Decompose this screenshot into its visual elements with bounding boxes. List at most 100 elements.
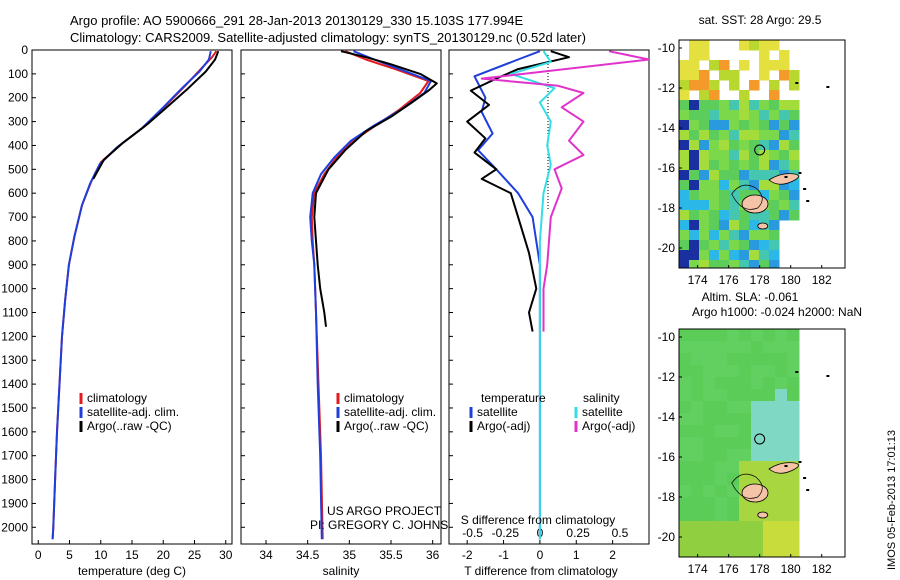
heatmap-cell xyxy=(763,389,776,402)
heatmap-cell xyxy=(679,60,690,71)
temperature-xlabel: temperature (deg C) xyxy=(78,564,186,578)
island-vanua-levu xyxy=(768,173,799,185)
heatmap-cell xyxy=(727,329,740,342)
heatmap-cell xyxy=(769,140,780,151)
heatmap-cell xyxy=(709,210,720,221)
heatmap-cell xyxy=(719,190,730,201)
heatmap-cell xyxy=(699,180,710,191)
small-island xyxy=(795,371,799,373)
sla-heatmap-cells xyxy=(679,329,800,557)
heatmap-cell xyxy=(703,461,716,474)
heatmap-cell xyxy=(749,210,760,221)
heatmap-cell xyxy=(689,80,700,91)
heatmap-cell xyxy=(759,160,770,171)
heatmap-cell xyxy=(699,70,710,81)
heatmap-cell xyxy=(769,210,780,221)
heatmap-cell xyxy=(729,200,740,211)
heatmap-cell xyxy=(719,220,730,231)
heatmap-cell xyxy=(709,230,720,241)
heatmap-cell xyxy=(763,533,776,546)
figure-title-line1: Argo profile: AO 5900666_291 28-Jan-2013… xyxy=(70,13,524,28)
heatmap-cell xyxy=(689,260,700,268)
heatmap-cell xyxy=(699,210,710,221)
heatmap-cell xyxy=(727,353,740,366)
heatmap-cell xyxy=(703,545,716,557)
heatmap-cell xyxy=(703,497,716,510)
heatmap-cell xyxy=(679,160,690,171)
heatmap-cell xyxy=(759,170,770,181)
heatmap-cell xyxy=(679,425,692,438)
legend-label: Argo(-adj) xyxy=(477,419,530,433)
series-line-s-satellite xyxy=(509,50,556,540)
heatmap-cell xyxy=(691,473,704,486)
heatmap-cell xyxy=(703,353,716,366)
heatmap-cell xyxy=(751,377,764,390)
heatmap-cell xyxy=(739,100,750,111)
y-tick-label: 300 xyxy=(8,115,28,129)
heatmap-cell xyxy=(703,401,716,414)
heatmap-cell xyxy=(739,260,750,268)
map-y-tick-label: -18 xyxy=(658,490,676,504)
heatmap-cell xyxy=(703,377,716,390)
heatmap-cell xyxy=(779,110,790,121)
heatmap-cell xyxy=(769,160,780,171)
heatmap-cell xyxy=(787,485,800,498)
heatmap-cell xyxy=(751,389,764,402)
heatmap-cell xyxy=(729,260,740,268)
y-tick-label: 1600 xyxy=(1,425,28,439)
x-tick-label: 34 xyxy=(259,548,273,562)
series-line-satellite-adj-clim- xyxy=(309,50,432,540)
heatmap-cell xyxy=(679,80,690,91)
heatmap-cell xyxy=(763,401,776,414)
heatmap-cell xyxy=(689,40,700,51)
series-line-satellite-adj-clim- xyxy=(51,50,212,540)
heatmap-cell xyxy=(679,485,692,498)
x-tick-label: 35 xyxy=(343,548,357,562)
x-tick-label: 10 xyxy=(94,548,108,562)
heatmap-cell xyxy=(739,545,752,557)
heatmap-cell xyxy=(691,329,704,342)
legend-label: satellite xyxy=(582,405,623,419)
heatmap-cell xyxy=(689,70,700,81)
heatmap-cell xyxy=(709,260,720,268)
heatmap-cell xyxy=(775,521,788,534)
heatmap-cell xyxy=(703,437,716,450)
heatmap-cell xyxy=(763,377,776,390)
temperature-axes-frame xyxy=(31,49,233,545)
heatmap-cell xyxy=(759,100,770,111)
y-tick-label: 1400 xyxy=(1,377,28,391)
heatmap-cell xyxy=(787,401,800,414)
heatmap-cell xyxy=(703,365,716,378)
heatmap-cell xyxy=(751,545,764,557)
heatmap-cell xyxy=(775,545,788,557)
heatmap-cell xyxy=(699,200,710,211)
temperature-panel: 0100200300400500600700800900100011001200… xyxy=(1,43,232,578)
difference-legend: temperature salinitysatelliteArgo(-adj)sa… xyxy=(469,391,635,433)
y-tick-label: 600 xyxy=(8,186,28,200)
series-line-argo-raw-qc- xyxy=(92,50,220,180)
heatmap-cell xyxy=(739,425,752,438)
heatmap-cell xyxy=(709,140,720,151)
heatmap-cell xyxy=(779,70,790,81)
heatmap-cell xyxy=(787,377,800,390)
heatmap-cell xyxy=(691,521,704,534)
heatmap-cell xyxy=(727,473,740,486)
map-y-tick-label: -20 xyxy=(658,530,676,544)
heatmap-cell xyxy=(715,365,728,378)
heatmap-cell xyxy=(679,497,692,510)
heatmap-cell xyxy=(739,250,750,261)
map-x-tick-label: 180 xyxy=(781,562,801,576)
map-x-tick-label: 182 xyxy=(812,273,832,287)
series-line-argo-raw-qc- xyxy=(313,50,438,327)
heatmap-cell xyxy=(715,437,728,450)
heatmap-cell xyxy=(751,449,764,462)
heatmap-cell xyxy=(779,200,790,211)
heatmap-cell xyxy=(699,50,710,61)
heatmap-cell xyxy=(703,425,716,438)
heatmap-cell xyxy=(719,250,730,261)
map-y-tick-label: -20 xyxy=(658,241,676,255)
heatmap-cell xyxy=(729,170,740,181)
figure-title-line2: Climatology: CARS2009. Satellite-adjuste… xyxy=(70,30,586,45)
heatmap-cell xyxy=(739,389,752,402)
small-island xyxy=(806,489,810,491)
